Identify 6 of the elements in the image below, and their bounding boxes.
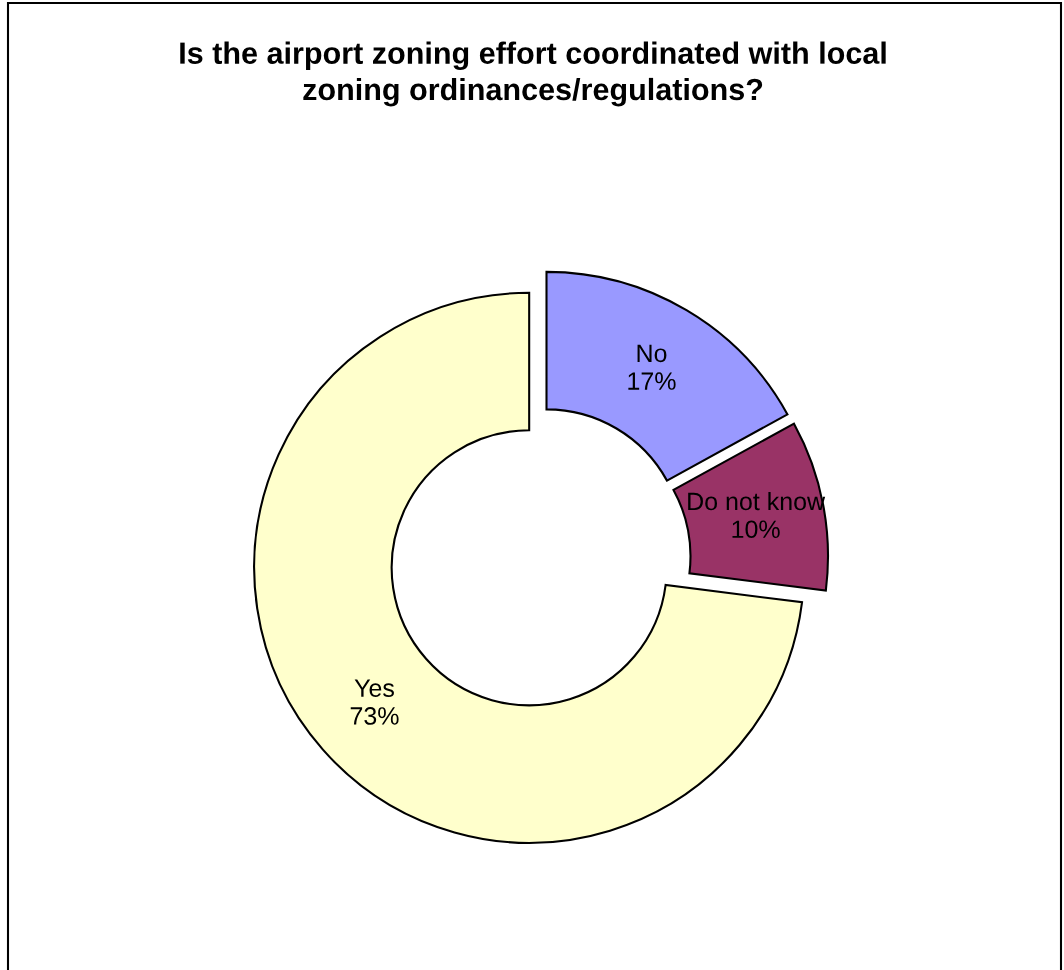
data-label: 17% [628,372,676,390]
slice-label: No [637,344,667,363]
chart-title: Is the airport zoning effort coordinated with local zoning ordinances/regulations? [180,41,886,107]
slice-label: Yes [354,679,394,697]
data-label: 10% [732,520,780,539]
data-label: 73% [350,707,399,725]
